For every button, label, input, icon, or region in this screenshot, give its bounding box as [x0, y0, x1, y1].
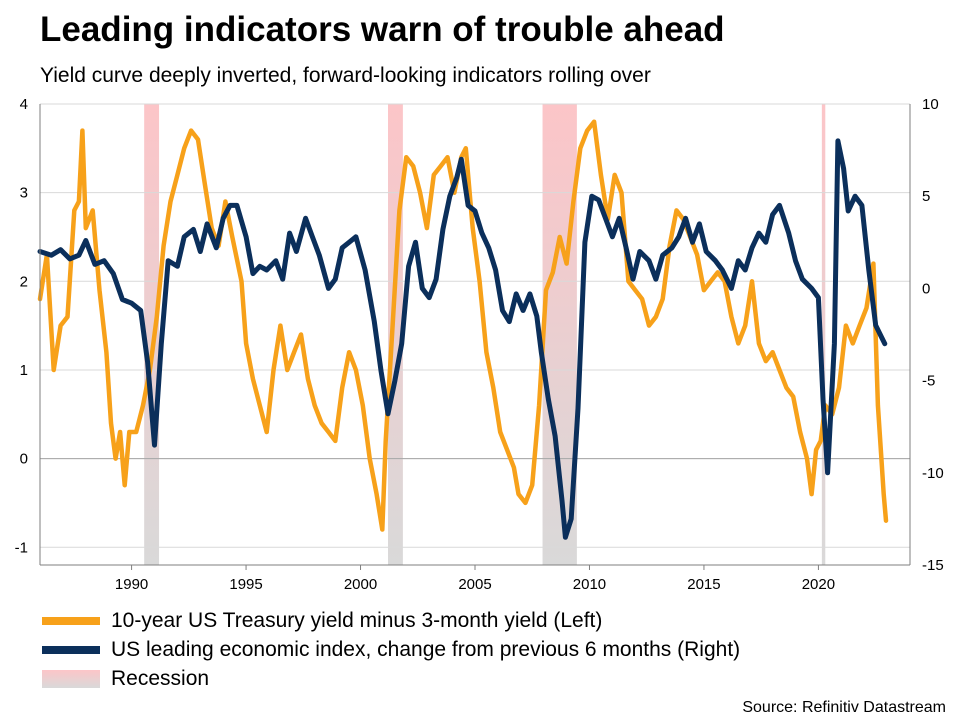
y-left-tick-label: 1: [20, 362, 28, 379]
y-right-tick-label: -10: [922, 465, 944, 482]
legend-item-lei: US leading economic index, change from p…: [42, 635, 740, 664]
y-right-tick-label: 10: [922, 96, 939, 113]
x-tick-label: 1995: [229, 576, 262, 593]
recession-band-0: [144, 104, 160, 565]
legend-item-yield-curve: 10-year US Treasury yield minus 3-month …: [42, 606, 740, 635]
legend-swatch-yield-curve: [42, 616, 100, 625]
y-right-tick-label: 0: [922, 280, 930, 297]
x-tick-label: 2020: [802, 576, 835, 593]
y-left-tick-label: -1: [15, 539, 28, 556]
x-tick-label: 2000: [344, 576, 377, 593]
y-right-tick-label: -15: [922, 557, 944, 574]
y-left-tick-label: 0: [20, 451, 28, 468]
gridlines: [40, 103, 910, 548]
y-left-tick-label: 3: [20, 185, 28, 202]
legend-item-recession: Recession: [42, 664, 740, 693]
y-left-tick-label: 4: [20, 96, 28, 113]
series-lines: [37, 119, 889, 540]
legend-swatch-lei: [42, 645, 100, 654]
y-left-tick-label: 2: [20, 273, 28, 290]
source-note: Source: Refinitiv Datastream: [742, 699, 946, 716]
x-tick-label: 2010: [573, 576, 606, 593]
legend-label-yield-curve: 10-year US Treasury yield minus 3-month …: [111, 608, 603, 632]
recession-band-3: [821, 104, 826, 565]
y-right-tick-label: -5: [922, 373, 935, 390]
x-tick-label: 2015: [687, 576, 720, 593]
legend-label-lei: US leading economic index, change from p…: [111, 637, 741, 661]
x-tick-label: 1990: [115, 576, 148, 593]
legend: 10-year US Treasury yield minus 3-month …: [42, 606, 740, 693]
y-right-tick-label: 5: [922, 188, 930, 205]
series-yield-curve-line: [37, 119, 889, 532]
x-tick-label: 2005: [458, 576, 491, 593]
series-lei-line: [37, 138, 888, 540]
legend-swatch-recession: [42, 669, 100, 688]
legend-label-recession: Recession: [111, 666, 210, 690]
chart-subtitle: Yield curve deeply inverted, forward-loo…: [40, 64, 651, 87]
chart-title: Leading indicators warn of trouble ahead: [40, 10, 725, 49]
